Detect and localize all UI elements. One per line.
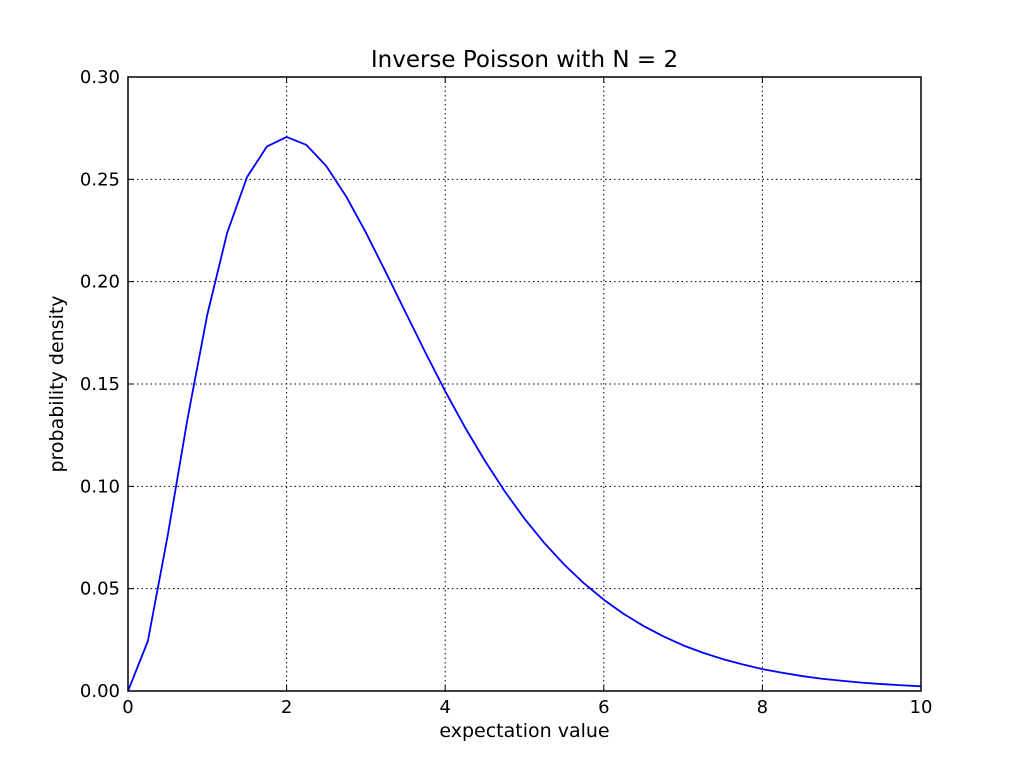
- y-tick-label: 0.00: [80, 681, 120, 702]
- x-tick-label: 6: [598, 697, 609, 718]
- x-tick-label: 2: [281, 697, 292, 718]
- x-axis-label: expectation value: [439, 720, 609, 742]
- x-tick-label: 10: [910, 697, 933, 718]
- ticks: 0 2 4 6 8 10 0.00 0.05 0.10 0.15 0.20 0.25 0.30: [80, 67, 933, 718]
- chart-title: Inverse Poisson with N = 2: [371, 47, 678, 73]
- y-axis-label: probability density: [46, 295, 68, 472]
- y-tick-label: 0.15: [80, 374, 120, 395]
- y-tick-label: 0.20: [80, 272, 120, 293]
- grid: [128, 77, 921, 691]
- x-tick-label: 8: [757, 697, 768, 718]
- x-tick-label: 0: [122, 697, 133, 718]
- y-tick-label: 0.10: [80, 476, 120, 497]
- series-line: [127, 136, 922, 692]
- y-tick-label: 0.30: [80, 67, 120, 88]
- y-tick-label: 0.25: [80, 169, 120, 190]
- x-tick-label: 4: [439, 697, 450, 718]
- plot-lines: [127, 136, 922, 692]
- y-tick-label: 0.05: [80, 579, 120, 600]
